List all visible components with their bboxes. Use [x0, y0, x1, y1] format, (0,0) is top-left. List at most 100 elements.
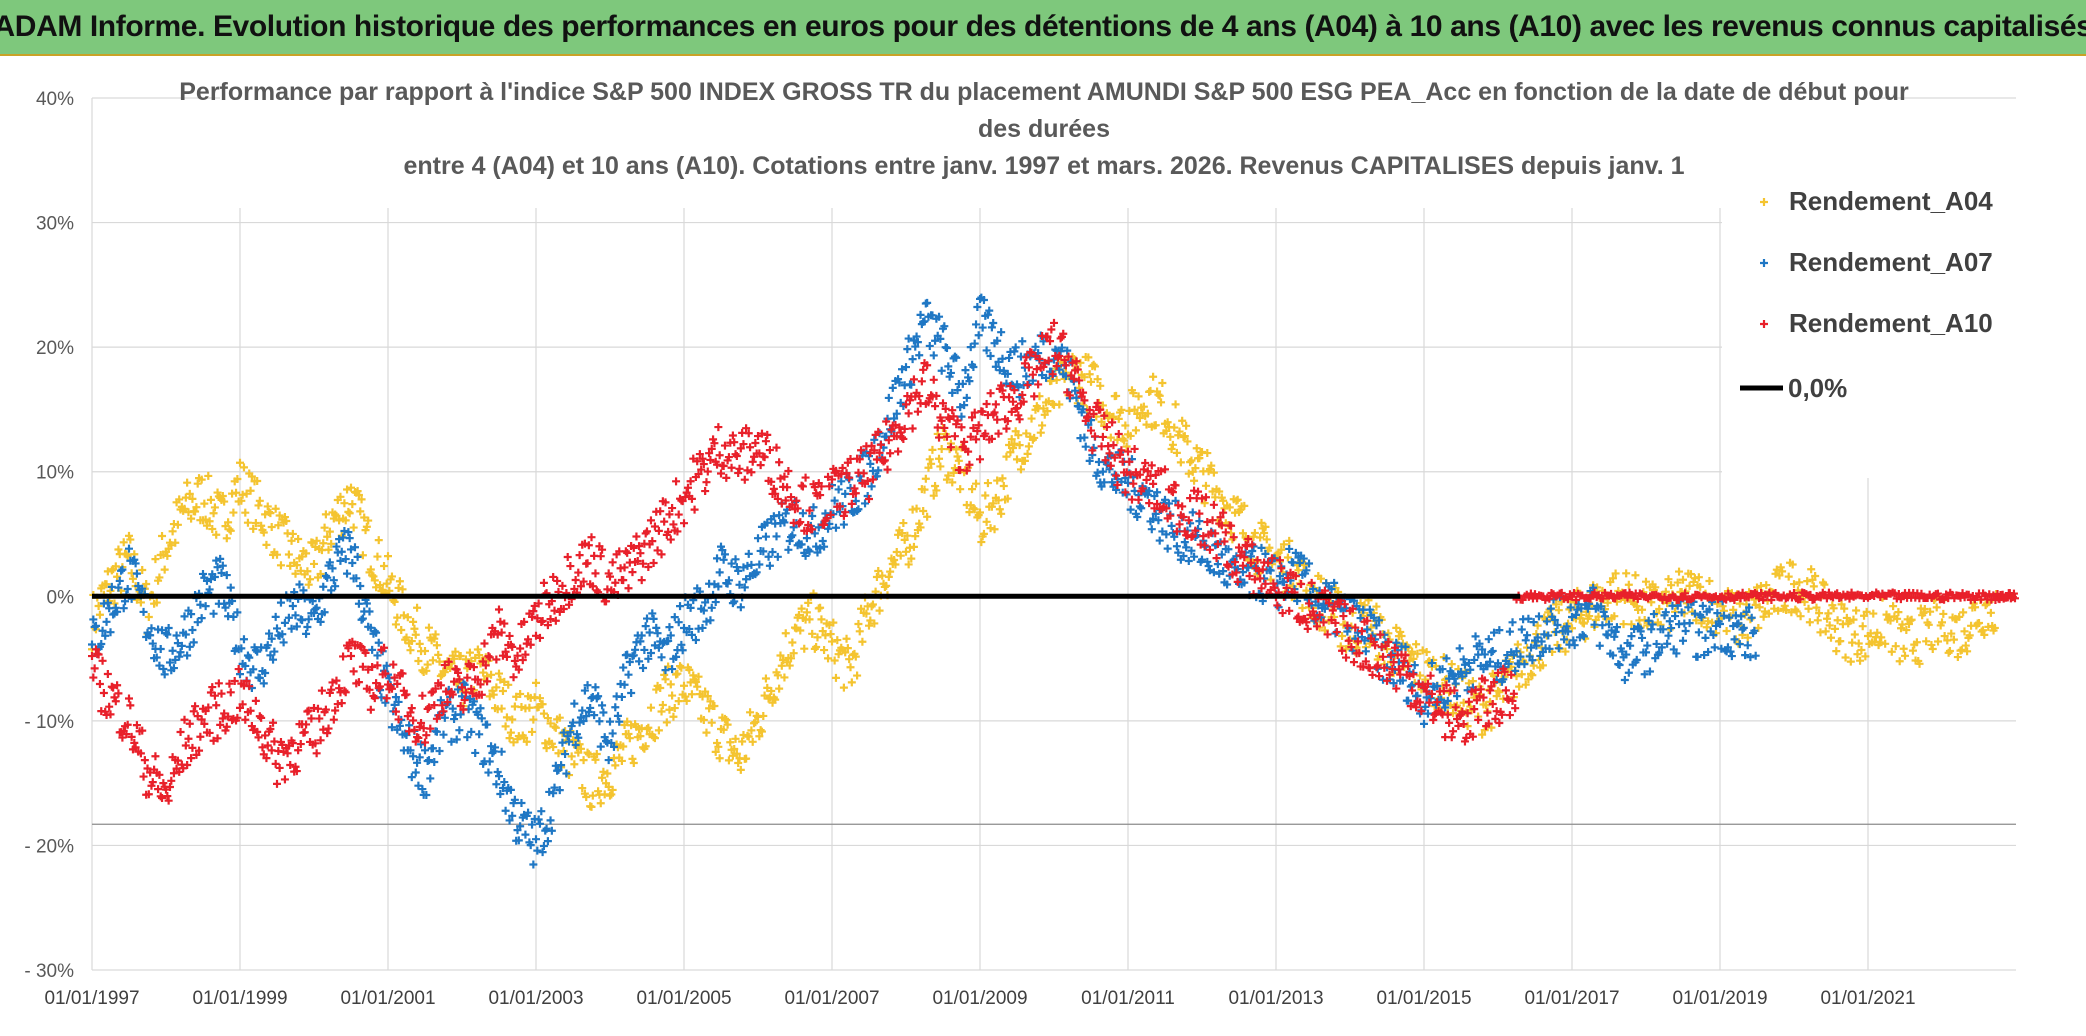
data-point [1190, 476, 1199, 485]
data-point [189, 707, 198, 716]
data-point [213, 734, 222, 743]
data-point [908, 355, 917, 364]
data-point [944, 471, 953, 480]
data-point [1478, 730, 1487, 739]
data-point [481, 661, 490, 670]
data-point [744, 549, 753, 558]
data-point [717, 469, 725, 478]
data-point [648, 609, 657, 618]
data-point [826, 630, 835, 639]
data-point [294, 535, 303, 544]
data-point [259, 528, 268, 537]
data-point [846, 663, 855, 672]
data-point [1926, 607, 1935, 616]
data-point [197, 614, 206, 623]
data-point [271, 612, 280, 621]
data-point [532, 835, 540, 844]
data-point [989, 499, 998, 508]
data-point [495, 772, 503, 781]
data-point [558, 581, 567, 590]
data-point [1774, 606, 1783, 615]
data-point [380, 562, 389, 571]
data-point [526, 841, 535, 850]
data-point [1861, 652, 1870, 661]
data-point [723, 720, 732, 729]
data-point [1112, 485, 1121, 494]
data-point [865, 494, 873, 503]
data-point [123, 584, 132, 593]
data-point [1679, 575, 1687, 584]
data-point [1055, 400, 1064, 409]
data-point [891, 560, 900, 569]
data-point [373, 661, 382, 670]
data-point [722, 473, 731, 482]
legend-marker-2 [1760, 259, 1768, 267]
data-point [336, 492, 345, 501]
data-point [177, 641, 186, 650]
data-point [148, 639, 157, 648]
data-point [915, 351, 924, 360]
y-tick-label: 10% [36, 463, 74, 484]
data-point [747, 560, 756, 569]
data-point [608, 558, 617, 567]
data-point [908, 424, 917, 433]
data-point [276, 598, 285, 607]
data-point [1106, 433, 1115, 442]
data-point [863, 476, 872, 485]
data-point [517, 702, 526, 711]
data-point [1597, 602, 1606, 611]
data-point [961, 366, 970, 375]
data-point [1495, 626, 1504, 635]
data-point [591, 755, 600, 764]
data-point [668, 504, 677, 513]
data-point [162, 629, 170, 638]
data-point [164, 796, 173, 805]
data-point [1747, 613, 1756, 622]
data-point [398, 669, 407, 678]
data-point [411, 630, 420, 639]
data-point [1959, 608, 1968, 617]
data-point [440, 713, 449, 722]
data-point [1235, 543, 1243, 552]
data-point [1368, 670, 1377, 679]
data-point [115, 576, 124, 585]
data-point [1891, 642, 1900, 651]
data-point [1264, 558, 1273, 567]
data-point [693, 457, 702, 466]
data-point [214, 679, 223, 688]
data-point [402, 690, 411, 699]
data-point [1186, 458, 1195, 467]
data-point [343, 569, 352, 578]
data-point [1323, 630, 1332, 639]
data-point [990, 408, 999, 417]
data-point [571, 740, 580, 749]
data-point [1125, 406, 1134, 415]
data-point [751, 438, 760, 447]
data-point [415, 753, 424, 762]
data-point [1792, 607, 1801, 616]
data-point [1124, 447, 1132, 456]
data-point [501, 806, 510, 815]
data-point [643, 725, 651, 734]
data-point [831, 466, 840, 475]
data-point [1755, 603, 1764, 612]
data-point [880, 456, 889, 465]
data-point [1681, 626, 1690, 635]
data-point [1524, 614, 1533, 623]
data-point [1458, 707, 1467, 716]
data-point [769, 484, 778, 493]
data-point [1692, 616, 1701, 625]
data-point [414, 657, 423, 666]
data-point [114, 689, 123, 698]
data-point [1010, 347, 1019, 356]
data-point [784, 466, 793, 475]
data-point [942, 432, 951, 441]
data-point [970, 408, 979, 417]
data-point [479, 668, 488, 677]
data-point [513, 651, 522, 660]
data-point [1056, 334, 1065, 343]
data-point [900, 424, 909, 433]
data-point [874, 566, 883, 575]
data-point [126, 701, 135, 710]
data-point [624, 670, 633, 679]
